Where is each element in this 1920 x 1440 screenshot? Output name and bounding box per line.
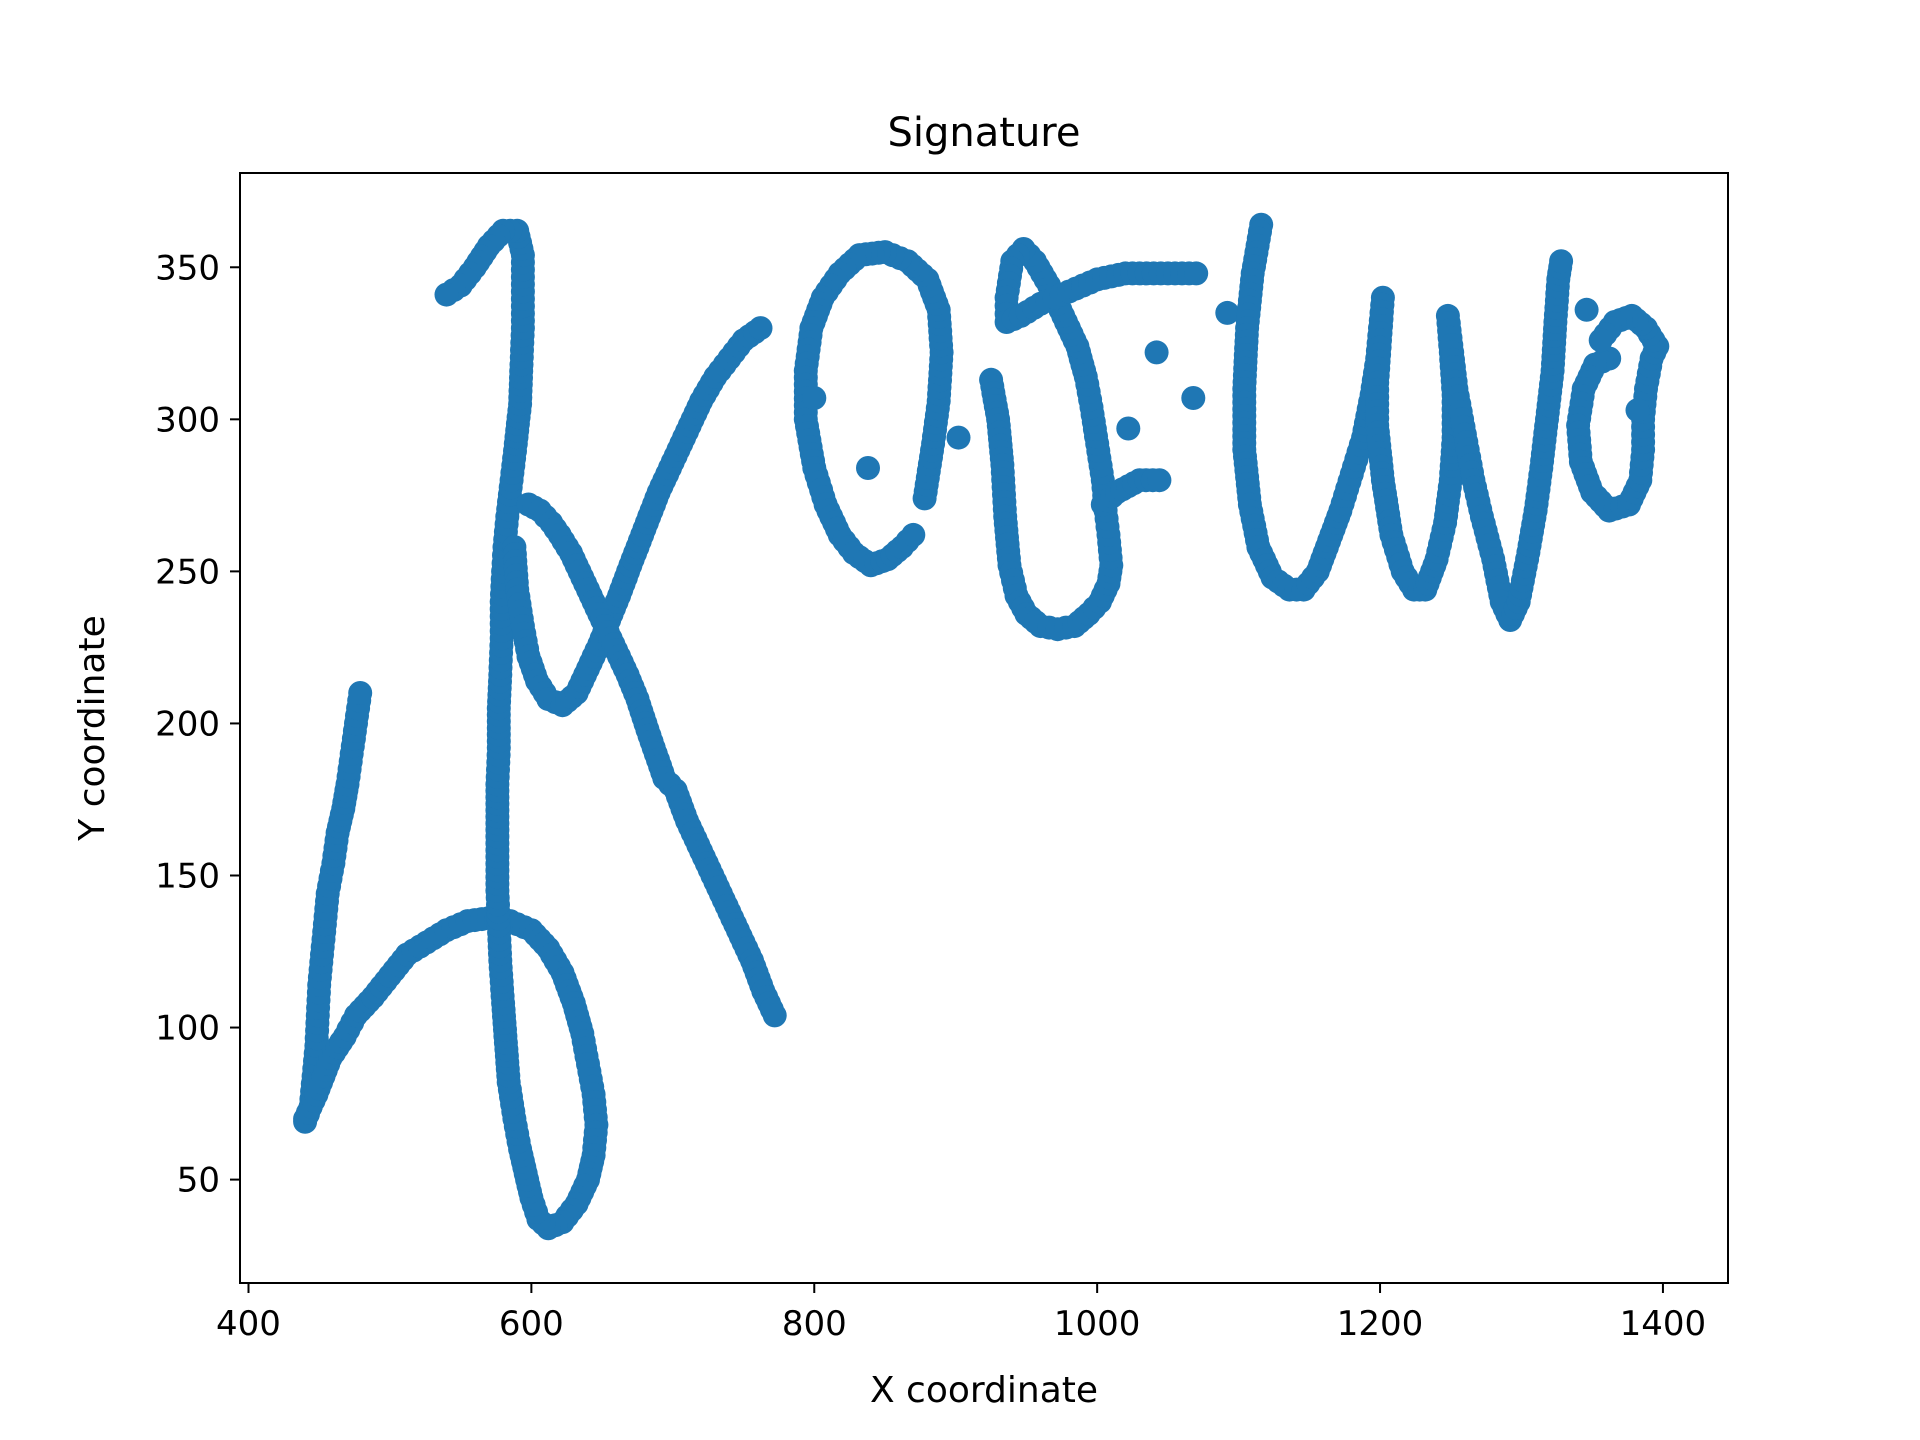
x-tick-label: 1200 [1337,1304,1424,1344]
data-point [1116,416,1141,441]
data-point [1181,386,1206,410]
y-tick-label: 200 [155,704,220,744]
data-point [802,386,827,410]
y-tick-label: 250 [155,552,220,592]
data-point [1147,468,1172,493]
y-axis-label: Y coordinate [72,615,113,841]
y-tick-label: 50 [177,1161,220,1201]
y-axis: 50 100 150 200 250 300 350 [155,248,240,1201]
data-point [1574,297,1599,322]
x-tick-label: 600 [499,1304,564,1344]
data-point [946,425,971,450]
y-tick-label: 100 [155,1009,220,1049]
chart-title: Signature [888,110,1081,156]
data-point [901,522,926,547]
data-point [348,681,373,705]
data-points [293,212,1670,1241]
data-point [748,316,773,341]
x-tick-label: 1000 [1054,1304,1141,1344]
x-axis: 400 600 800 1000 1200 1400 [216,1283,1706,1344]
data-point [856,456,880,480]
data-point [1588,328,1613,353]
x-tick-label: 400 [216,1304,281,1344]
y-tick-label: 350 [155,248,220,288]
data-point [1625,398,1650,423]
x-tick-label: 1400 [1620,1304,1707,1344]
x-tick-label: 800 [782,1304,847,1344]
x-axis-label: X coordinate [870,1370,1098,1411]
y-tick-label: 150 [155,856,220,896]
y-tick-label: 300 [155,400,220,440]
plot-frame [239,172,1729,1284]
data-point [434,282,459,307]
data-point [1184,261,1209,286]
data-point [762,1003,787,1028]
data-point [1215,300,1240,325]
data-point [1549,249,1574,274]
data-point [1144,340,1169,365]
